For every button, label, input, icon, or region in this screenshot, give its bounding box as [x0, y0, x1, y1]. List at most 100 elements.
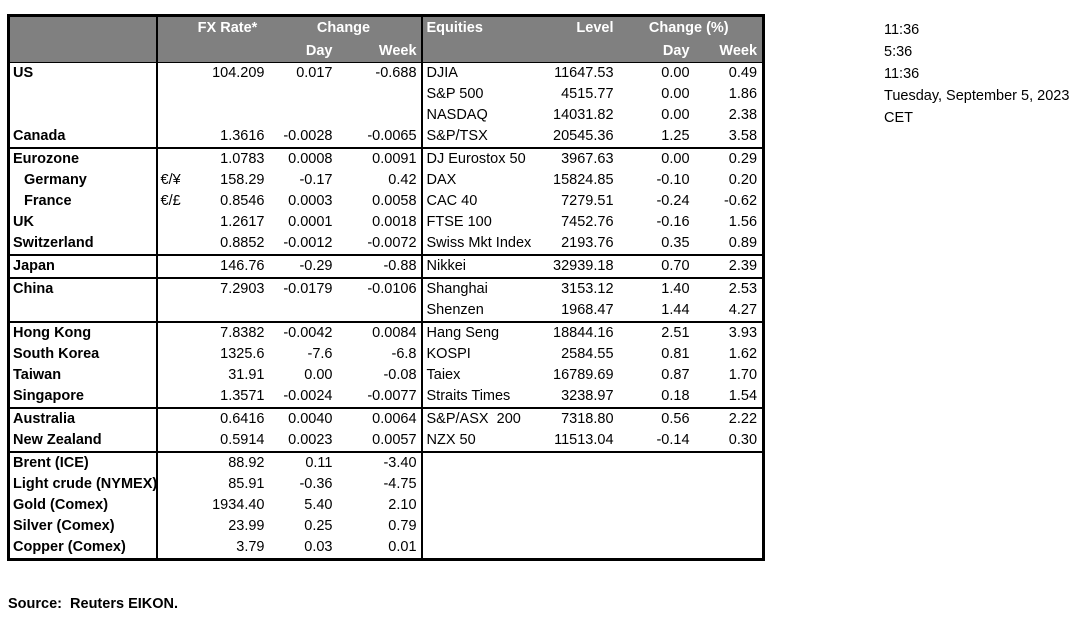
equity-day-change: [615, 450, 692, 474]
fx-rate-value: 1.0783: [188, 146, 267, 170]
equity-name: Shenzen: [426, 301, 484, 318]
table-row: Germany €/¥ 158.29 -0.17 0.42 DAX 15824.85 -0.1…: [8, 169, 764, 191]
fx-week-change: -0.0072: [334, 232, 423, 255]
equity-name: [421, 450, 542, 474]
footer-notes: Source: Reuters EIKON. * FX Rate for USD…: [8, 549, 749, 621]
header-spacer: [541, 40, 616, 63]
table-row: US 104.209 0.017 -0.688 DJIA 11647.53 0.00 0.49: [8, 62, 764, 84]
fx-day-change: -0.0042: [266, 320, 335, 344]
fx-rate-value: [189, 300, 267, 322]
table-row: Hong Kong 7.8382 -0.0042 0.0084 Hang Seng 188…: [8, 320, 764, 344]
fx-day-change: -0.0012: [283, 234, 333, 251]
fx-day-header: Day: [266, 40, 335, 63]
fx-day-change: 0.25: [304, 517, 333, 534]
fx-day-change: -0.17: [299, 171, 333, 188]
equity-name: CAC 40: [426, 192, 478, 209]
table-row: Brent (ICE) 88.92 0.11 -3.40: [8, 450, 764, 474]
equity-level: 16789.69: [553, 366, 614, 383]
equity-name: NZX 50: [426, 431, 476, 448]
fx-day-change: 0.0008: [266, 146, 335, 170]
equity-day-change: 0.35: [661, 234, 690, 251]
equity-level: 3238.97: [561, 387, 614, 404]
currency-pair: [156, 406, 189, 430]
fx-rate-value: 0.6416: [188, 406, 267, 430]
fx-week-change: -0.0106: [334, 276, 423, 300]
equity-week-change: 0.49: [728, 64, 758, 81]
equity-day-change: 0.81: [661, 345, 690, 362]
fx-day-change: -7.6: [307, 345, 333, 362]
fx-day-change: -0.0028: [283, 127, 333, 144]
currency-pair: [157, 516, 189, 537]
currency-pair: [157, 474, 189, 495]
fx-week-change: 0.01: [334, 536, 423, 559]
equity-name: S&P 500: [426, 85, 484, 102]
table-row: UK 1.2617 0.0001 0.0018 FTSE 100 7452.76 -0.16…: [8, 211, 764, 233]
equity-name: S&P/TSX: [426, 127, 488, 144]
fx-day-change: -0.36: [299, 475, 333, 492]
equity-day-change: -0.24: [656, 192, 690, 209]
table-row: Switzerland 0.8852 -0.0012 -0.0072 Swiss Mkt…: [8, 232, 764, 255]
equity-level: 4515.77: [561, 85, 614, 102]
table-row: S&P 500 4515.77 0.00 1.86: [8, 83, 764, 105]
fx-week-change: [334, 299, 423, 322]
fx-rate-value: 1934.40: [212, 496, 265, 513]
time-primary: 11:36: [884, 22, 920, 38]
fx-day-change: [267, 84, 335, 105]
table-row: Silver (Comex) 23.99 0.25 0.79: [8, 515, 764, 537]
row-label: Switzerland: [8, 232, 158, 255]
fx-week-change: -0.88: [334, 253, 423, 278]
table-row: China 7.2903 -0.0179 -0.0106 Shanghai 3153.12…: [8, 276, 764, 300]
equity-level: 18844.16: [541, 320, 616, 344]
equity-week-change: 2.39: [691, 253, 764, 278]
equity-week-change: 3.58: [728, 127, 758, 144]
fx-rate-value: [189, 105, 267, 126]
row-label: France: [8, 190, 158, 212]
currency-pair: [157, 105, 189, 126]
table-row: Canada 1.3616 -0.0028 -0.0065 S&P/TSX 20545.3…: [8, 125, 764, 148]
equity-level: 7279.51: [561, 192, 614, 209]
fx-week-change: 0.0018: [334, 211, 423, 233]
equity-level: 32939.18: [541, 253, 616, 278]
row-label: Silver (Comex): [8, 515, 158, 537]
fx-rate-value: 85.91: [228, 475, 265, 492]
equity-name: [422, 516, 542, 537]
header-spacer: [421, 40, 542, 63]
fx-week-change: -0.0077: [334, 385, 423, 408]
equity-week-change: 0.89: [728, 234, 758, 251]
fx-day-change: 0.00: [304, 366, 333, 383]
row-label: China: [8, 276, 158, 300]
equity-week-change: 3.93: [691, 320, 764, 344]
equity-name: DAX: [426, 171, 457, 188]
equity-day-change: 0.70: [615, 253, 692, 278]
fx-week-change: 0.0064: [334, 406, 423, 430]
fx-week-change: -3.40: [334, 450, 423, 474]
equity-week-change: [692, 474, 764, 495]
equity-week-change: [692, 516, 764, 537]
equity-day-change: [616, 495, 692, 516]
fx-rate-value: 31.91: [228, 366, 265, 383]
fx-week-change: 0.79: [334, 515, 423, 537]
equity-name: Straits Times: [426, 387, 511, 404]
fx-rate-value: 7.2903: [188, 276, 267, 300]
currency-pair: [157, 495, 189, 516]
equity-level: 3967.63: [541, 146, 616, 170]
equity-name: Hang Seng: [421, 320, 542, 344]
table-header: FX Rate* Change Equities Level Change (%…: [8, 15, 764, 63]
equity-week-change: [692, 495, 764, 516]
header-row-2: Day Week Day Week: [8, 40, 764, 63]
header-spacer: [188, 40, 267, 63]
row-label: UK: [8, 211, 158, 233]
fx-rate-value: 1.3571: [220, 387, 265, 404]
header-row-1: FX Rate* Change Equities Level Change (%…: [8, 15, 764, 41]
fx-week-change: -0.688: [334, 62, 423, 84]
row-label: New Zealand: [8, 429, 158, 452]
fx-rate-value: 88.92: [188, 450, 267, 474]
timezone-label: CET: [884, 110, 913, 126]
equity-day-change: 0.18: [661, 387, 690, 404]
equity-level: [542, 474, 616, 495]
equity-name: Swiss Mkt Index: [426, 234, 532, 251]
row-label: [8, 83, 158, 105]
equity-name: Nikkei: [421, 253, 542, 278]
fx-rate-value: 1.2617: [220, 213, 265, 230]
fx-rate-value: 0.8546: [220, 192, 265, 209]
